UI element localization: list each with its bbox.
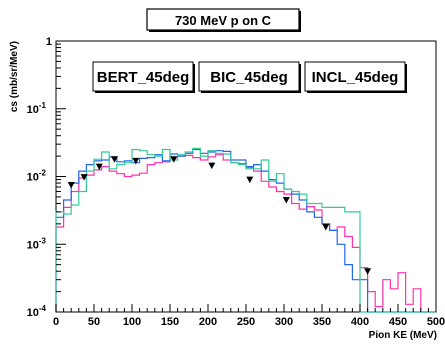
histogram-bert_45deg xyxy=(55,154,436,313)
data-point xyxy=(282,197,290,204)
axes: 0 50 100 150 200 250 300 350 400 450 500 10-4 10-3 10… xyxy=(27,36,445,328)
x-tick-label: 300 xyxy=(275,316,293,328)
x-tick-label: 200 xyxy=(199,316,217,328)
x-axis-title: Pion KE (MeV) xyxy=(369,330,437,341)
data-point xyxy=(132,157,140,165)
legend-entry-bic: BIC_45deg xyxy=(198,61,301,93)
title-box: 730 MeV p on C xyxy=(146,8,301,32)
x-tick-label: 400 xyxy=(351,316,369,328)
x-tick-label: 450 xyxy=(389,316,407,328)
legend-label-incl: INCL_45deg xyxy=(312,69,399,86)
legend-label-bic: BIC_45deg xyxy=(210,69,288,86)
data-point xyxy=(170,156,178,163)
histogram-incl_45deg xyxy=(55,147,436,313)
data-point xyxy=(322,224,330,231)
data-markers xyxy=(67,156,372,275)
x-tick-label: 150 xyxy=(161,316,179,328)
x-tick-label: 50 xyxy=(88,316,100,328)
y-tick-label: 10-2 xyxy=(27,169,47,184)
legend-entry-incl: INCL_45deg xyxy=(304,61,407,93)
data-point xyxy=(111,156,118,163)
legend: BERT_45deg BIC_45deg INCL_45deg xyxy=(92,61,407,93)
x-tick-label: 0 xyxy=(53,316,59,328)
data-point xyxy=(95,163,103,171)
histogram-bic_45deg xyxy=(55,148,436,313)
y-tick-label: 10-4 xyxy=(27,304,47,319)
x-tick-label: 350 xyxy=(313,316,331,328)
data-point xyxy=(246,176,254,184)
y-axis-title: cs (mb/sr/MeV) xyxy=(9,41,20,112)
y-tick-label: 1 xyxy=(46,36,52,48)
y-tick-label: 10-1 xyxy=(27,101,47,116)
data-point xyxy=(67,182,75,189)
x-tick-label: 250 xyxy=(237,316,255,328)
legend-entry-bert: BERT_45deg xyxy=(92,61,195,93)
chart-title: 730 MeV p on C xyxy=(175,13,272,28)
x-tick-label: 500 xyxy=(427,316,445,328)
histograms xyxy=(55,147,436,313)
data-point xyxy=(208,162,216,170)
data-point xyxy=(364,268,372,275)
y-tick-label: 10-3 xyxy=(27,236,47,251)
x-tick-label: 100 xyxy=(123,316,141,328)
data-point xyxy=(80,174,88,181)
legend-label-bert: BERT_45deg xyxy=(97,69,190,86)
